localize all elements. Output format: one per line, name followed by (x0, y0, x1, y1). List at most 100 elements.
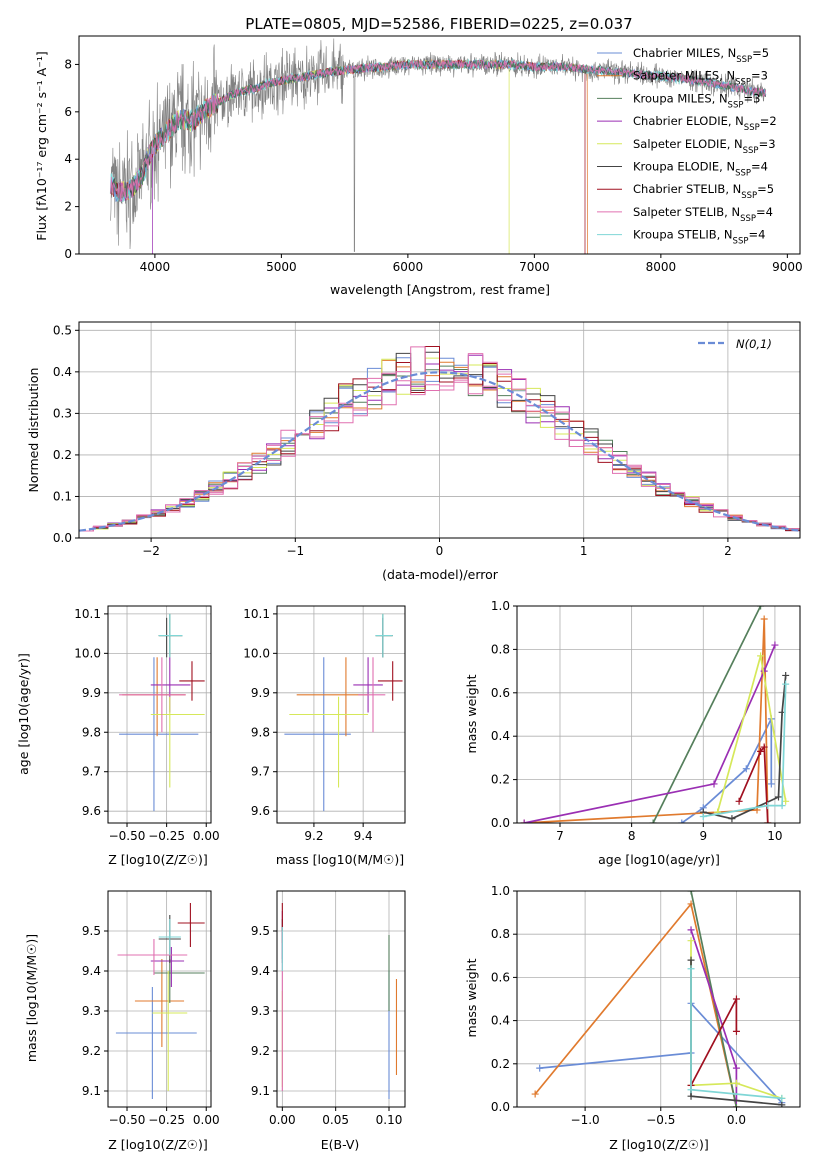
spectrum-xlabel: wavelength [Angstrom, rest frame] (330, 282, 550, 297)
axes-frame (78, 321, 801, 539)
y-tick-label: 0 (64, 247, 72, 261)
y-tick-label: 0.8 (491, 927, 510, 941)
data-point-marker (760, 615, 768, 623)
y-tick-label: 9.5 (251, 924, 270, 938)
mass-vs-metallicity-plot: −0.50 −0.25 0.00 9.1 9.2 9.3 9.4 9.5 (82, 890, 220, 1127)
y-tick-label: 0.2 (491, 773, 510, 787)
x-tick-label: 0.00 (193, 829, 220, 843)
y-tick-label: 0.4 (53, 365, 72, 379)
y-tick-label: 9.2 (82, 1044, 101, 1058)
mass-weight-line (652, 606, 762, 823)
x-tick-label: 0.0 (727, 1113, 746, 1127)
data-point-marker (757, 606, 765, 610)
mwage-xlabel: age [log10(age/yr)] (598, 852, 720, 867)
data-point-marker (699, 812, 707, 820)
x-tick-label: −2 (142, 544, 160, 558)
x-tick-label: 7000 (519, 260, 550, 274)
x-tick-label: 0 (436, 544, 444, 558)
y-tick-label: 6 (64, 105, 72, 119)
y-tick-label: 0.8 (491, 642, 510, 656)
data-point-marker (782, 671, 790, 679)
axes-frame (516, 605, 801, 824)
legend-label: N(0,1) (736, 337, 772, 351)
agez-ylabel: age [log10(age/yr)] (16, 653, 31, 775)
spectrum-plot: 4000 5000 6000 7000 8000 9000 0 2 4 6 8 Chabrier MI… (64, 35, 803, 274)
y-tick-label: 9.4 (251, 964, 270, 978)
data-point-marker (728, 815, 736, 823)
legend-label: Salpeter STELIB, NSSP=4 (633, 205, 773, 224)
data-point-marker (764, 819, 772, 823)
mass-weight-line (524, 618, 769, 823)
data-point-marker (649, 819, 657, 823)
mass-weight-line (524, 644, 776, 823)
axes-frame (516, 890, 801, 1108)
plot-area (119, 613, 205, 812)
y-tick-label: 10.0 (243, 646, 270, 660)
x-tick-label: −1 (286, 544, 304, 558)
data-point-marker (536, 1064, 544, 1072)
massz-ylabel: mass [log10(M/M☉)] (24, 934, 39, 1062)
data-point-marker (678, 819, 686, 823)
mwz-ylabel: mass weight (464, 958, 479, 1037)
axes-frame (78, 35, 801, 255)
y-tick-label: 0.4 (491, 729, 510, 743)
x-tick-label: 9 (699, 829, 707, 843)
observed-spectrum-line (110, 38, 766, 252)
data-point-marker (732, 1103, 740, 1107)
plot-area (531, 891, 786, 1107)
model-spectrum-line (110, 59, 766, 202)
x-tick-label: −0.25 (148, 829, 185, 843)
data-point-marker (775, 793, 783, 801)
y-tick-label: 9.7 (82, 765, 101, 779)
x-tick-label: 4000 (140, 260, 171, 274)
y-tick-label: 9.3 (82, 1004, 101, 1018)
data-point-marker (687, 926, 695, 934)
chart-title: PLATE=0805, MJD=52586, FIBERID=0225, z=0… (245, 15, 632, 33)
y-tick-label: 9.4 (82, 964, 101, 978)
x-tick-label: −0.5 (646, 1113, 675, 1127)
x-tick-label: 6000 (393, 260, 424, 274)
axes-frame (276, 890, 406, 1108)
data-point-marker (732, 1027, 740, 1035)
spectrum-ylabel: Flux [fλ10⁻¹⁷ erg cm⁻² s⁻¹ A⁻¹] (34, 51, 49, 240)
y-tick-label: 0.1 (53, 489, 72, 503)
data-point-marker (782, 680, 790, 688)
x-tick-label: 9.2 (304, 829, 323, 843)
plot-area (115, 903, 205, 1099)
data-point-marker (778, 802, 786, 810)
x-tick-label: −0.50 (109, 1113, 146, 1127)
data-point-marker (687, 1086, 695, 1094)
legend-label: Chabrier STELIB, NSSP=5 (633, 182, 774, 201)
x-tick-label: 0.05 (322, 1113, 349, 1127)
plot-area (281, 903, 398, 1099)
y-tick-label: 0.0 (53, 531, 72, 545)
axes-frame (276, 605, 406, 824)
agez-xlabel: Z [log10(Z/Z☉)] (108, 852, 208, 867)
mass-vs-ebv-plot: 0.00 0.05 0.10 9.1 9.2 9.3 9.4 9.5 (251, 890, 406, 1127)
agem-xlabel: mass [log10(M/M☉)] (276, 852, 404, 867)
x-tick-label: 9.4 (354, 829, 373, 843)
data-point-marker (757, 652, 765, 660)
data-point-marker (742, 765, 750, 773)
legend-label: Salpeter ELODIE, NSSP=3 (633, 137, 776, 156)
data-point-marker (732, 1079, 740, 1087)
data-point-marker (767, 780, 775, 788)
plot-area (109, 38, 767, 254)
y-tick-label: 1.0 (491, 884, 510, 898)
y-tick-label: 0.5 (53, 323, 72, 337)
massz-xlabel: Z [log10(Z/Z☉)] (108, 1137, 208, 1152)
y-tick-label: 2 (64, 200, 72, 214)
y-tick-label: 9.2 (251, 1044, 270, 1058)
mass-weight-line (738, 744, 769, 823)
data-point-marker (732, 995, 740, 1003)
mass-weight-vs-metallicity-plot: −1.0 −0.5 0.0 0.0 0.2 0.4 0.6 0.8 1.0 (491, 884, 801, 1127)
data-point-marker (687, 956, 695, 964)
y-tick-label: 10.1 (243, 607, 270, 621)
legend-label: Chabrier MILES, NSSP=5 (633, 46, 769, 65)
y-tick-label: 10.0 (74, 646, 101, 660)
y-tick-label: 4 (64, 152, 72, 166)
y-tick-label: 9.6 (82, 804, 101, 818)
residual-histogram-plot: −2 −1 0 1 2 0.0 0.1 0.2 0.3 0.4 0.5 N(0,1) (53, 321, 801, 558)
y-tick-label: 0.6 (491, 970, 510, 984)
